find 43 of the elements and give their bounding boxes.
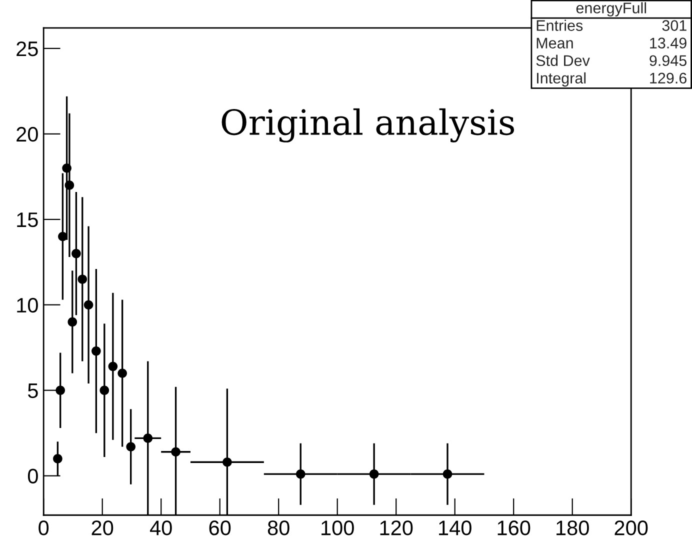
x-tick-label: 180 (556, 520, 589, 536)
point (369, 469, 379, 479)
point (78, 274, 88, 284)
chart-title: energyFull (576, 2, 646, 16)
point (118, 368, 127, 378)
point (171, 447, 180, 457)
x-tick-label: 20 (92, 520, 114, 536)
point (100, 386, 110, 395)
point (68, 317, 78, 327)
x-tick-label: 200 (614, 520, 648, 536)
point (126, 442, 136, 452)
x-tick-label: 0 (38, 520, 49, 536)
x-tick-label: 100 (322, 520, 354, 536)
point (143, 434, 153, 443)
x-tick-label: 160 (498, 520, 530, 536)
point (53, 454, 62, 464)
x-tick-label: 60 (209, 520, 231, 536)
point (442, 469, 452, 479)
x-tick-label: 80 (268, 520, 290, 536)
point (222, 457, 232, 467)
point (84, 300, 94, 310)
point (72, 248, 81, 258)
point (64, 180, 74, 190)
y-tick-label: 20 (16, 126, 38, 142)
x-tick-label: 140 (439, 520, 472, 536)
point (58, 232, 68, 242)
point (62, 163, 72, 173)
point (56, 386, 65, 395)
y-tick-label: 25 (16, 41, 38, 56)
text: Std Dev 9.945 (536, 54, 687, 66)
x-tick-label: 40 (150, 520, 172, 536)
y-tick-label: 5 (28, 384, 38, 398)
point (108, 362, 118, 372)
point (92, 346, 101, 356)
y-tick-label: 10 (17, 298, 38, 313)
annotation: Original analysis (222, 108, 514, 142)
y-tick-label: 0 (28, 468, 38, 484)
text: Entries 301 (536, 20, 686, 31)
point (296, 469, 306, 479)
text: Integral 129.6 (537, 72, 686, 87)
y-tick-label: 15 (17, 212, 38, 228)
text: Mean 13.49 (536, 38, 686, 48)
x-tick-label: 120 (380, 520, 413, 536)
